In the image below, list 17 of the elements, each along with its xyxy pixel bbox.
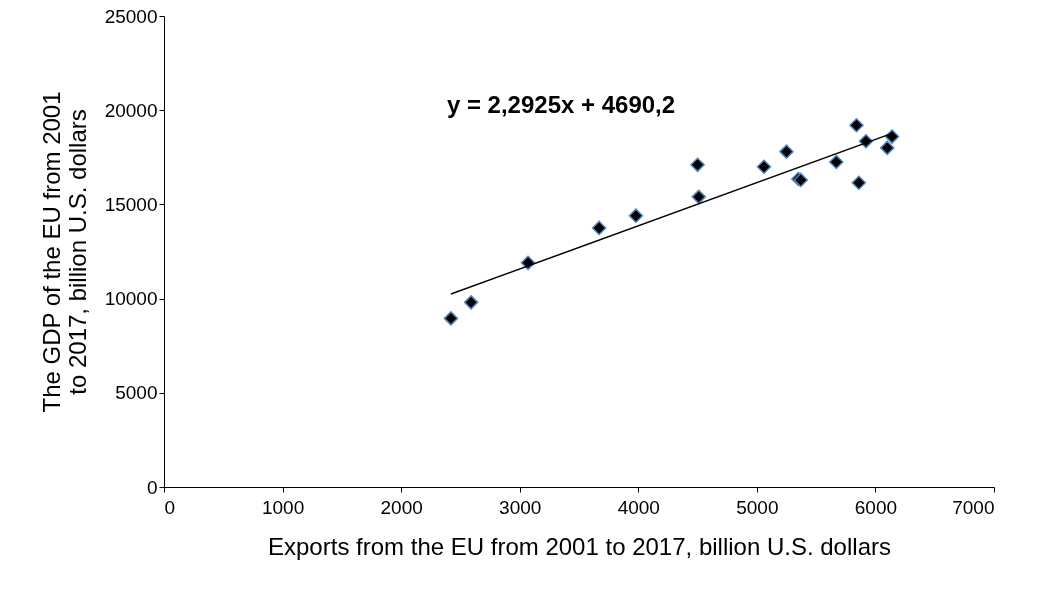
x-axis-title: Exports from the EU from 2001 to 2017, billion U.S. dollars (268, 532, 891, 560)
x-tick-label: 7000 (952, 496, 995, 518)
y-tick-label: 5000 (115, 382, 158, 404)
x-tick-label: 1000 (261, 496, 305, 518)
x-tick-label: 2000 (380, 496, 423, 518)
x-tick-label: 4000 (617, 496, 660, 518)
y-tick-label: 25000 (104, 5, 158, 27)
y-tick-label: 15000 (104, 193, 158, 215)
y-tick-label: 20000 (104, 99, 158, 121)
x-tick-label: 0 (164, 496, 176, 518)
y-tick-label: 10000 (104, 288, 158, 310)
x-tick-label: 5000 (736, 496, 779, 518)
annotation: y = 2,2925x + 4690,2 (446, 91, 676, 118)
x-tick-label: 3000 (499, 496, 542, 518)
y-tick-label: 0 (146, 476, 158, 498)
x-tick-label: 6000 (854, 496, 898, 518)
y-axis-title: The GDP of the EU from 2001 to 2017, billion U.S. dollars (37, 91, 91, 413)
